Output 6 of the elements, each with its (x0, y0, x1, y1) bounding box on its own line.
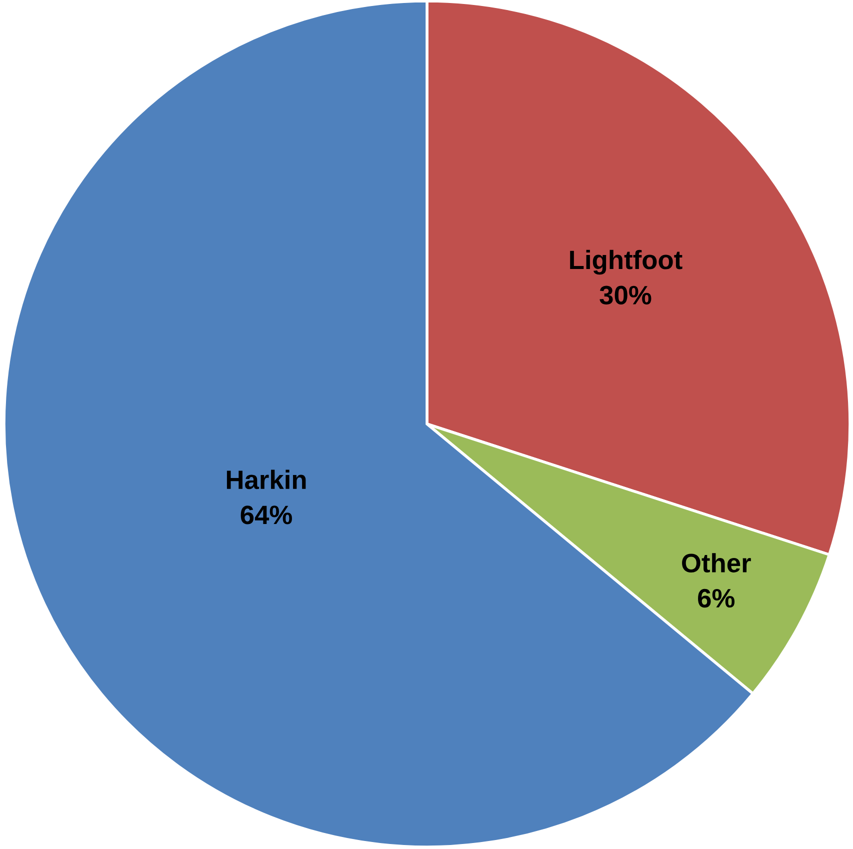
slice-label: Harkin (226, 470, 306, 490)
data-label: 6% (698, 588, 735, 608)
data-label: 30% (600, 286, 652, 305)
data-label: 64% (240, 506, 292, 524)
slice-label: Other (682, 553, 751, 572)
slice-label: Lightfoot (570, 250, 682, 275)
